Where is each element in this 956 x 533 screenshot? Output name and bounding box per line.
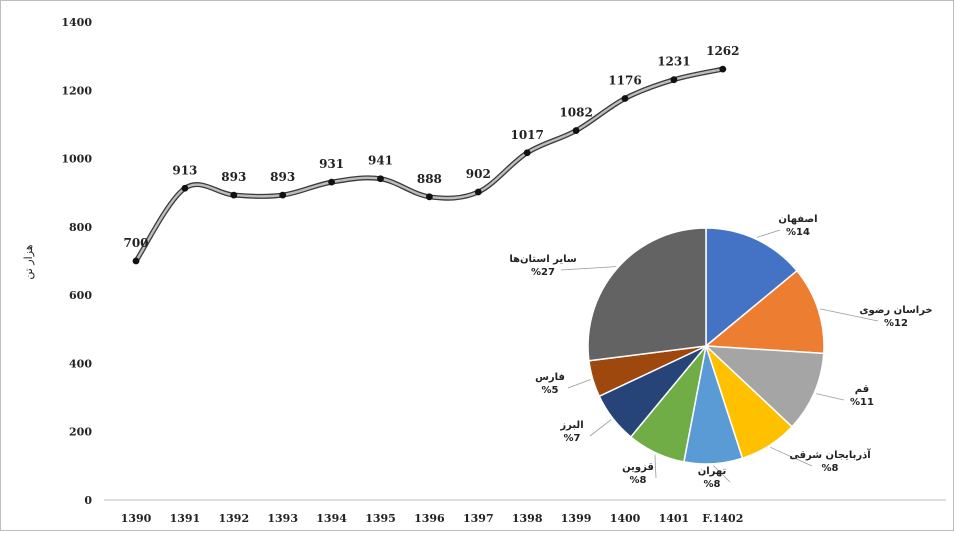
data-point xyxy=(523,149,531,157)
pie-label-name: البرز xyxy=(559,420,583,431)
data-label: 1176 xyxy=(608,73,641,87)
data-label: 888 xyxy=(417,172,442,186)
line-series: 700 913 893 893 931 941 888 902 1017 1082 1176 1231… xyxy=(123,44,740,265)
leader-line xyxy=(560,266,617,271)
pie-label-name: فارس xyxy=(535,372,565,383)
leader-line xyxy=(589,419,612,437)
data-point xyxy=(426,193,433,201)
data-point xyxy=(132,257,140,265)
data-label: 902 xyxy=(466,167,491,181)
y-tick-label: 0 xyxy=(84,494,92,507)
pie-chart: اصفهان %14 خراسان رضوی %12 قم %11 آذربایجان شر… xyxy=(509,214,932,490)
pie-label-percent: %11 xyxy=(850,397,874,408)
x-tick-label: 1396 xyxy=(414,512,445,525)
axes: 0 200 400 600 800 1000 1200 1400 هزار تن 1390 1391… xyxy=(22,16,946,525)
pie-label-percent: %14 xyxy=(786,227,810,238)
x-tick-label: 1397 xyxy=(463,512,494,525)
pie-label-name: تهران xyxy=(698,466,727,477)
pie-slice xyxy=(703,345,825,428)
data-point xyxy=(719,65,727,73)
data-point xyxy=(230,191,238,199)
pie-label-percent: %12 xyxy=(884,318,908,329)
data-point xyxy=(279,191,287,199)
y-tick-label: 400 xyxy=(69,357,92,370)
data-label: 893 xyxy=(270,170,295,184)
series-line-outline xyxy=(133,66,726,264)
pie-label-name: آذربایجان شرقی xyxy=(789,448,871,461)
data-label: 913 xyxy=(172,163,197,177)
series-line xyxy=(134,67,724,263)
y-tick-label: 1000 xyxy=(61,153,92,166)
x-tick-label: 1394 xyxy=(316,512,347,525)
leader-line xyxy=(756,229,781,238)
data-point xyxy=(474,188,482,196)
x-tick-label: 1393 xyxy=(267,512,298,525)
pie-slice xyxy=(705,227,798,348)
data-point xyxy=(181,184,189,192)
leader-line xyxy=(567,379,591,389)
leader-line xyxy=(713,465,731,483)
x-tick-label: 1390 xyxy=(121,512,152,525)
data-label: 893 xyxy=(221,170,246,184)
pie-label-name: قم xyxy=(855,384,869,395)
y-tick-label: 800 xyxy=(69,221,92,234)
data-point xyxy=(328,178,335,186)
pie-label-name: خراسان رضوی xyxy=(859,305,932,316)
y-tick-label: 600 xyxy=(69,289,92,302)
pie-label-name: قزوین xyxy=(622,462,654,473)
pie-slice xyxy=(587,227,707,362)
y-axis-label: هزار تن xyxy=(22,244,35,279)
data-point xyxy=(621,95,629,102)
x-tick-label: 1400 xyxy=(610,512,641,525)
pie-label-percent: %5 xyxy=(542,385,559,396)
data-label: 1262 xyxy=(706,44,739,58)
leader-line xyxy=(816,393,845,401)
leader-line xyxy=(654,454,657,479)
data-point xyxy=(377,175,384,183)
y-tick-label: 1200 xyxy=(61,84,92,97)
y-tick-label: 200 xyxy=(69,426,92,439)
x-tick-label: 1395 xyxy=(365,512,396,525)
x-tick-label: 1401 xyxy=(659,512,690,525)
data-label: 1231 xyxy=(657,55,690,69)
data-label: 941 xyxy=(368,154,393,168)
pie-label-percent: %27 xyxy=(531,267,555,278)
x-tick-label: 1392 xyxy=(218,512,249,525)
pie-label-percent: %7 xyxy=(564,433,581,444)
pie-label-percent: %8 xyxy=(704,479,721,490)
data-point xyxy=(670,76,678,84)
leader-line xyxy=(770,446,813,467)
pie-label-percent: %8 xyxy=(630,475,647,486)
pie-label-name: اصفهان xyxy=(778,214,817,225)
data-label: 1082 xyxy=(559,106,592,120)
y-tick-label: 1400 xyxy=(61,16,92,29)
data-label: 1017 xyxy=(510,128,543,142)
leader-line xyxy=(820,308,879,322)
x-tick-label: 1399 xyxy=(561,512,592,525)
x-tick-label: 1391 xyxy=(170,512,201,525)
pie-label-name: سایر استان‌ها xyxy=(509,254,577,265)
data-label: 700 xyxy=(123,236,148,250)
x-tick-label: F.1402 xyxy=(702,512,743,525)
pie-label-percent: %8 xyxy=(822,463,839,474)
pie-slice xyxy=(704,269,825,355)
x-tick-label: 1398 xyxy=(512,512,543,525)
data-point xyxy=(572,127,580,134)
data-label: 931 xyxy=(319,157,344,171)
